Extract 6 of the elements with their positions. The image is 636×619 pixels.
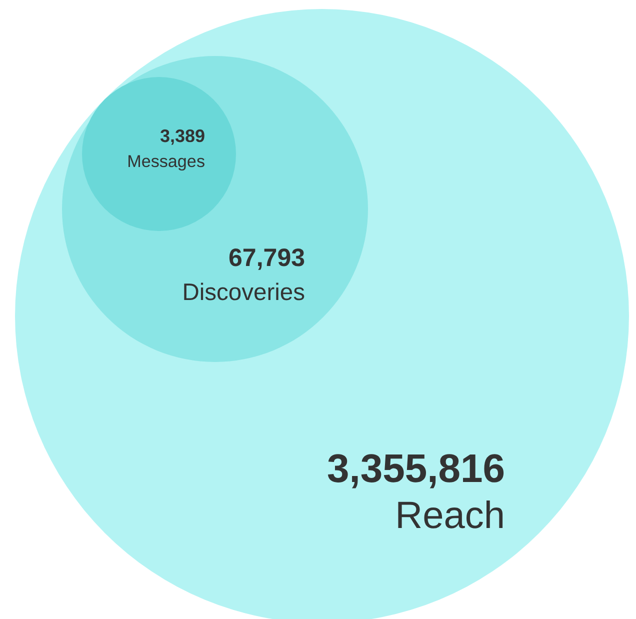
category-label: Messages (127, 152, 205, 171)
data-label: 3,389 (160, 126, 205, 146)
data-label: 67,793 (228, 244, 305, 272)
data-label: 3,355,816 (327, 447, 505, 491)
category-label: Discoveries (182, 279, 306, 306)
category-label: Reach (395, 495, 505, 537)
